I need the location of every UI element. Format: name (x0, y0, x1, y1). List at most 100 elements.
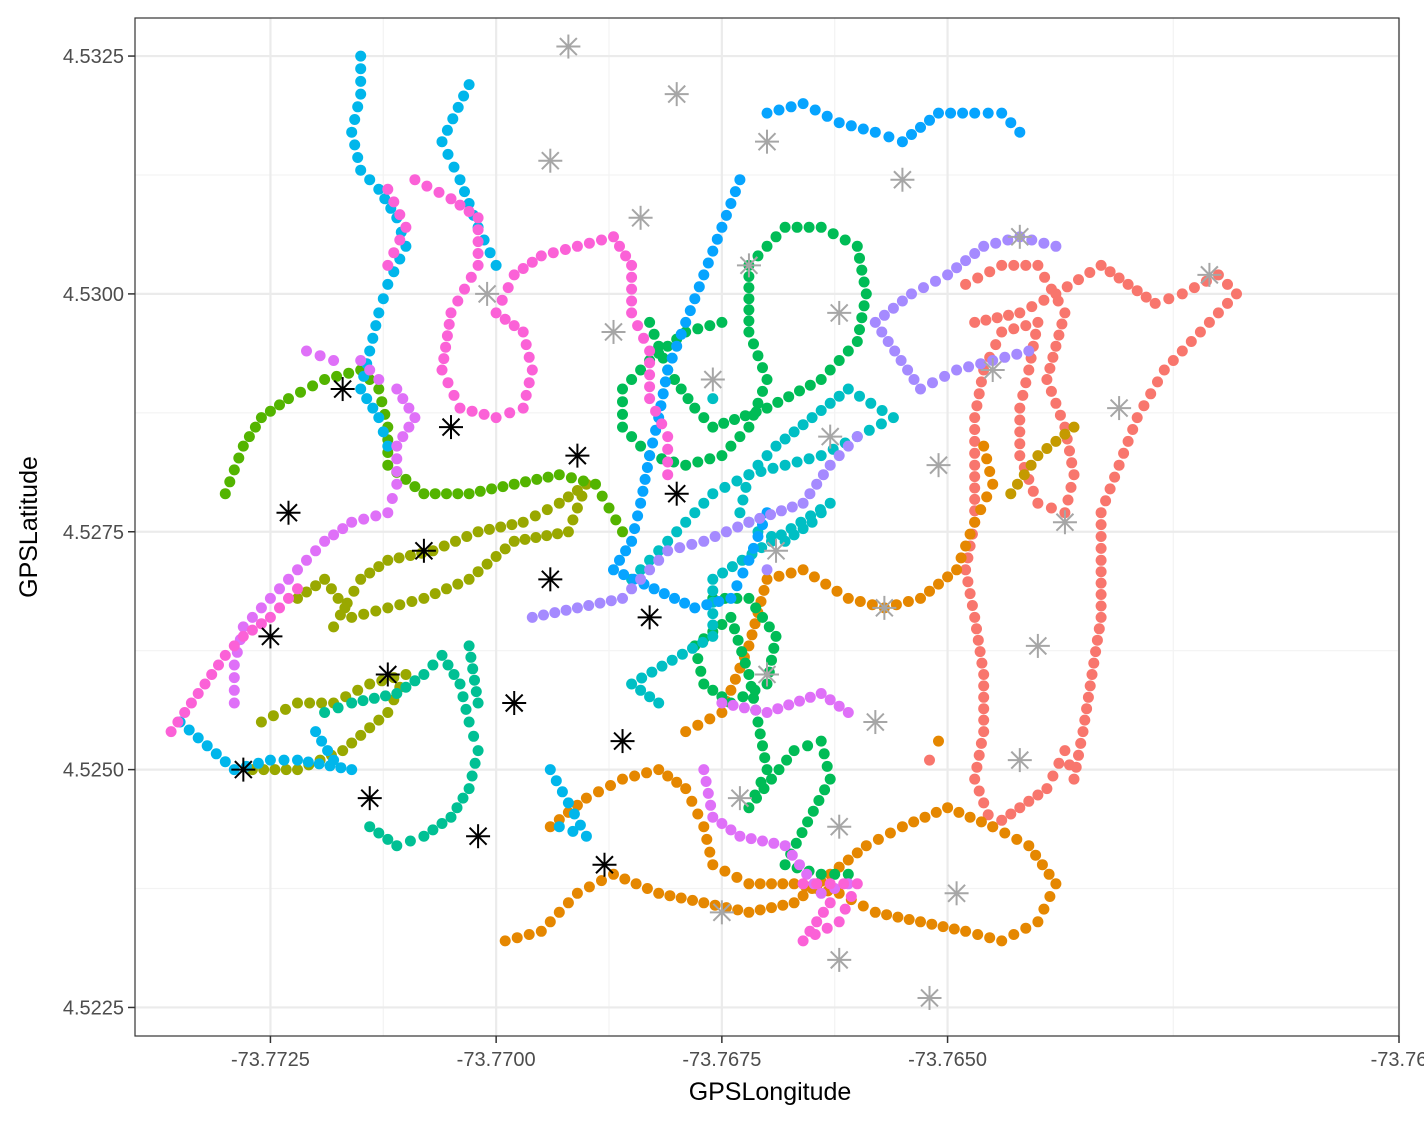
track-point (805, 510, 817, 522)
track-point (919, 811, 931, 823)
track-point (337, 745, 349, 757)
track-point (811, 878, 823, 890)
track-point (978, 680, 990, 692)
track-point (750, 406, 762, 418)
track-point (806, 412, 818, 424)
track-point (969, 316, 981, 328)
track-point (765, 509, 777, 521)
track-point (364, 364, 376, 376)
gray-star-marker (917, 985, 942, 1010)
track-point (255, 412, 267, 424)
track-point (1041, 374, 1053, 385)
track-point (295, 386, 306, 398)
track-point (349, 139, 361, 151)
track-point (969, 447, 981, 459)
track-point (1068, 469, 1080, 481)
track-point (316, 697, 328, 709)
track-point (1095, 507, 1107, 519)
track-point (990, 237, 1002, 249)
track-point (731, 580, 743, 592)
track-point (818, 748, 830, 760)
track-point (960, 540, 972, 552)
track-point (465, 651, 477, 663)
track-point (1073, 749, 1084, 761)
track-point (851, 431, 863, 443)
track-point (951, 262, 963, 274)
track-point (779, 840, 791, 852)
track-point (553, 469, 565, 481)
track-point (626, 259, 638, 271)
track-point (364, 722, 376, 734)
track-point (695, 665, 707, 677)
track-point (559, 244, 571, 255)
track-point (441, 330, 453, 342)
track-point (737, 691, 749, 703)
track-point (702, 257, 714, 269)
gray-star-marker (1025, 633, 1050, 658)
track-point (770, 440, 782, 452)
track-point (228, 697, 240, 709)
track-point (495, 521, 507, 533)
track-point (635, 364, 647, 376)
track-point (1104, 266, 1116, 278)
track-point (499, 313, 511, 325)
y-tick-label: 4.5325 (63, 46, 124, 68)
track-point (754, 904, 766, 916)
track-point (355, 729, 367, 741)
track-point (394, 234, 406, 246)
track-point (1053, 757, 1065, 769)
track-point (939, 370, 951, 382)
track-point (508, 478, 520, 490)
track-point (583, 881, 595, 893)
track-point (896, 295, 908, 307)
track-point (1122, 278, 1134, 290)
track-point (580, 792, 592, 804)
track-point (541, 530, 553, 542)
track-point (732, 521, 744, 533)
x-tick-label: -73.7650 (908, 1049, 987, 1071)
track-point (851, 878, 863, 890)
track-point (1014, 126, 1026, 138)
track-point (394, 599, 406, 611)
track-point (720, 526, 732, 538)
track-point (779, 459, 791, 471)
track-point (568, 808, 580, 820)
track-point (358, 513, 370, 525)
track-point (1127, 424, 1139, 435)
x-axis-title: GPSLongitude (689, 1078, 852, 1106)
track-point (382, 833, 394, 845)
track-point (373, 374, 385, 385)
track-point (1047, 770, 1059, 782)
track-point (461, 531, 473, 542)
track-point (833, 450, 845, 462)
track-point (433, 186, 445, 198)
black-star-marker (375, 662, 400, 687)
track-point (973, 388, 985, 400)
track-point (990, 339, 1002, 351)
gray-star-marker (556, 34, 581, 59)
black-star-marker (592, 852, 617, 877)
track-point (779, 859, 791, 871)
track-point (436, 818, 448, 829)
track-point (472, 259, 484, 271)
track-point (469, 757, 481, 769)
track-point (544, 821, 556, 833)
track-point (734, 174, 746, 186)
track-point (535, 250, 547, 262)
track-point (770, 630, 782, 642)
track-point (346, 126, 358, 138)
track-point (892, 911, 904, 923)
track-point (328, 355, 340, 366)
track-point (975, 737, 987, 749)
black-star-marker (637, 605, 662, 630)
track-point (361, 393, 373, 405)
gray-star-marker-stroke (1055, 513, 1075, 532)
gray-star-marker-stroke (766, 541, 786, 560)
track-point (915, 592, 926, 604)
track-point (499, 543, 511, 555)
track-point (496, 294, 508, 306)
track-point (421, 180, 433, 192)
track-point (1084, 680, 1096, 692)
track-point (1095, 554, 1107, 566)
track-point (647, 437, 659, 449)
